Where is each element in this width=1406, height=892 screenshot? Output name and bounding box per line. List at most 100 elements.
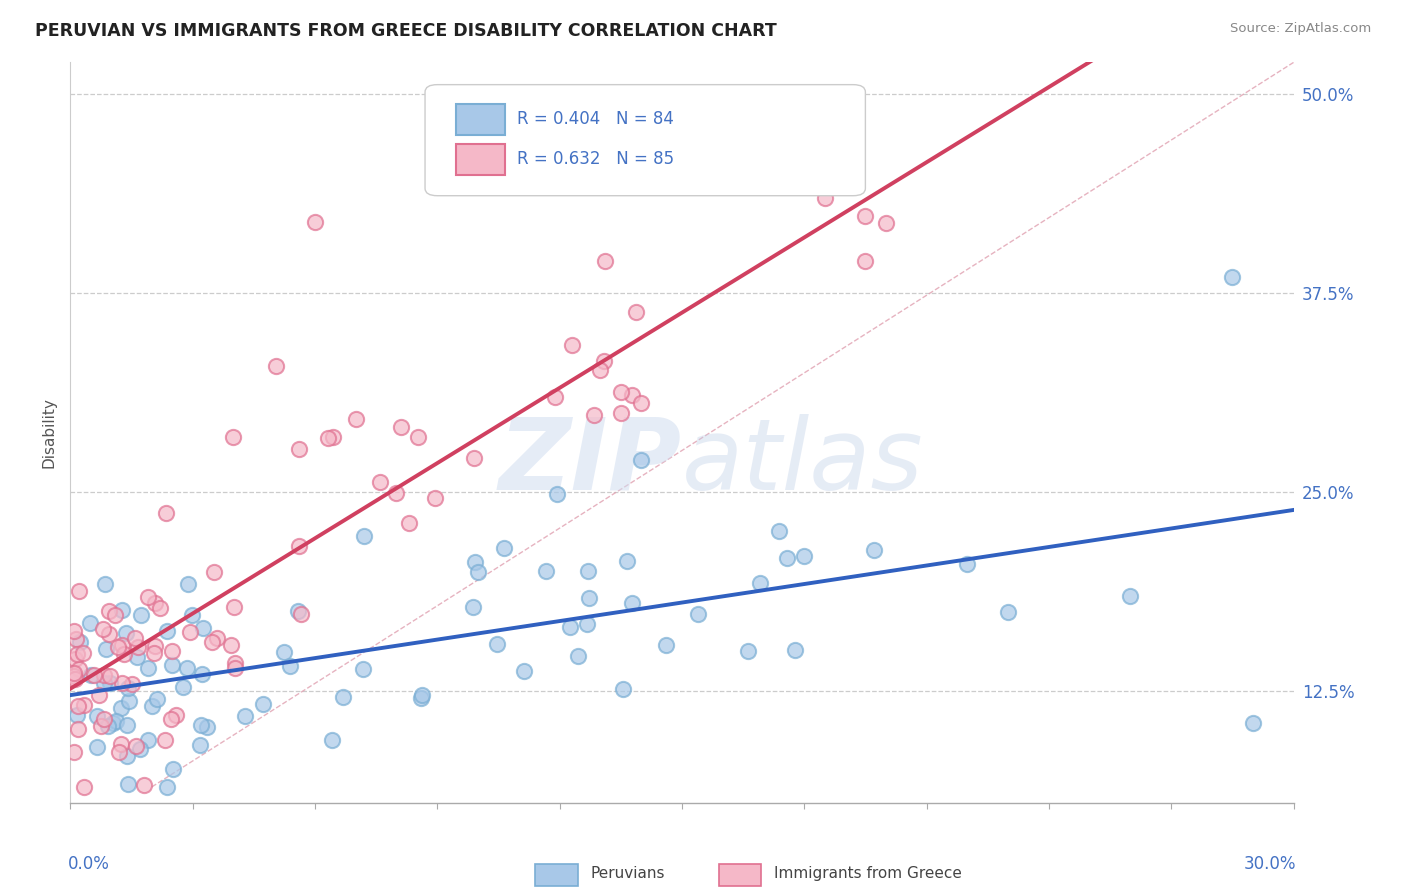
Point xyxy=(93,675,115,690)
Point xyxy=(461,600,484,615)
Point xyxy=(180,608,202,623)
Point xyxy=(86,740,108,755)
Point xyxy=(63,624,86,638)
Point xyxy=(567,649,589,664)
Point xyxy=(316,431,339,445)
Point xyxy=(389,419,412,434)
Bar xyxy=(456,144,505,175)
Point xyxy=(67,699,90,714)
Point xyxy=(162,643,184,657)
Text: Source: ZipAtlas.com: Source: ZipAtlas.com xyxy=(1230,22,1371,36)
Point xyxy=(1119,589,1142,603)
Point xyxy=(73,780,96,794)
Text: Peruvians: Peruvians xyxy=(591,865,665,880)
Point xyxy=(288,442,311,456)
Point xyxy=(69,635,91,649)
Point xyxy=(160,712,183,726)
Point xyxy=(252,698,274,712)
Point xyxy=(66,648,89,662)
Point xyxy=(385,485,408,500)
Point xyxy=(141,698,163,713)
Point xyxy=(409,691,432,706)
Point xyxy=(63,669,86,683)
Point xyxy=(188,738,211,752)
Point xyxy=(177,576,200,591)
Point xyxy=(156,624,179,638)
Point xyxy=(94,641,117,656)
Point xyxy=(621,387,644,401)
Point xyxy=(411,688,433,702)
Point xyxy=(997,605,1019,619)
Point xyxy=(155,733,177,747)
Point xyxy=(287,604,309,618)
Point xyxy=(278,659,301,673)
Point xyxy=(176,661,198,675)
Point xyxy=(98,676,121,690)
Point xyxy=(111,603,134,617)
Point xyxy=(160,658,183,673)
FancyBboxPatch shape xyxy=(425,85,866,195)
Point xyxy=(63,666,86,681)
Point xyxy=(179,625,201,640)
Point xyxy=(224,661,246,675)
Point xyxy=(737,644,759,658)
Point xyxy=(117,776,139,790)
Point xyxy=(467,565,489,579)
Point xyxy=(626,304,648,318)
Point xyxy=(131,607,153,622)
Point xyxy=(90,719,112,733)
Point xyxy=(118,693,141,707)
Point xyxy=(83,668,105,682)
Point xyxy=(125,739,148,753)
Point xyxy=(575,616,598,631)
Point xyxy=(304,214,326,228)
Point xyxy=(578,591,600,606)
Point xyxy=(80,668,103,682)
Point xyxy=(630,453,652,467)
Text: ZIP: ZIP xyxy=(499,414,682,511)
Point xyxy=(112,647,135,661)
Point xyxy=(65,707,87,722)
Point xyxy=(207,632,229,646)
Point xyxy=(534,564,557,578)
Point xyxy=(190,667,212,681)
Point xyxy=(136,661,159,675)
Point xyxy=(172,680,194,694)
Point xyxy=(406,430,429,444)
Point xyxy=(398,516,420,530)
Point xyxy=(352,662,374,676)
Point xyxy=(155,506,177,520)
Point xyxy=(63,672,86,686)
Point xyxy=(287,540,309,554)
Text: R = 0.632   N = 85: R = 0.632 N = 85 xyxy=(517,151,673,169)
Point xyxy=(115,625,138,640)
Point xyxy=(97,604,120,618)
Point xyxy=(108,745,131,759)
Text: 0.0%: 0.0% xyxy=(67,855,110,872)
Point xyxy=(463,451,485,466)
Point xyxy=(89,688,111,702)
Point xyxy=(101,716,124,731)
Point xyxy=(222,600,245,615)
Point xyxy=(127,649,149,664)
Point xyxy=(142,646,165,660)
Point xyxy=(783,642,806,657)
Point xyxy=(768,524,790,538)
Point xyxy=(100,669,122,683)
Point xyxy=(266,359,288,373)
Point xyxy=(193,620,215,634)
Point xyxy=(776,550,799,565)
Point xyxy=(162,762,184,776)
Point xyxy=(98,627,121,641)
Point xyxy=(332,690,354,704)
Point xyxy=(616,554,638,568)
Point xyxy=(190,718,212,732)
Point xyxy=(121,676,143,690)
Point xyxy=(1220,270,1243,285)
Point xyxy=(863,543,886,558)
Point xyxy=(93,712,115,726)
Point xyxy=(146,692,169,706)
Point xyxy=(353,529,375,543)
Point xyxy=(610,406,633,420)
Point xyxy=(233,709,256,723)
